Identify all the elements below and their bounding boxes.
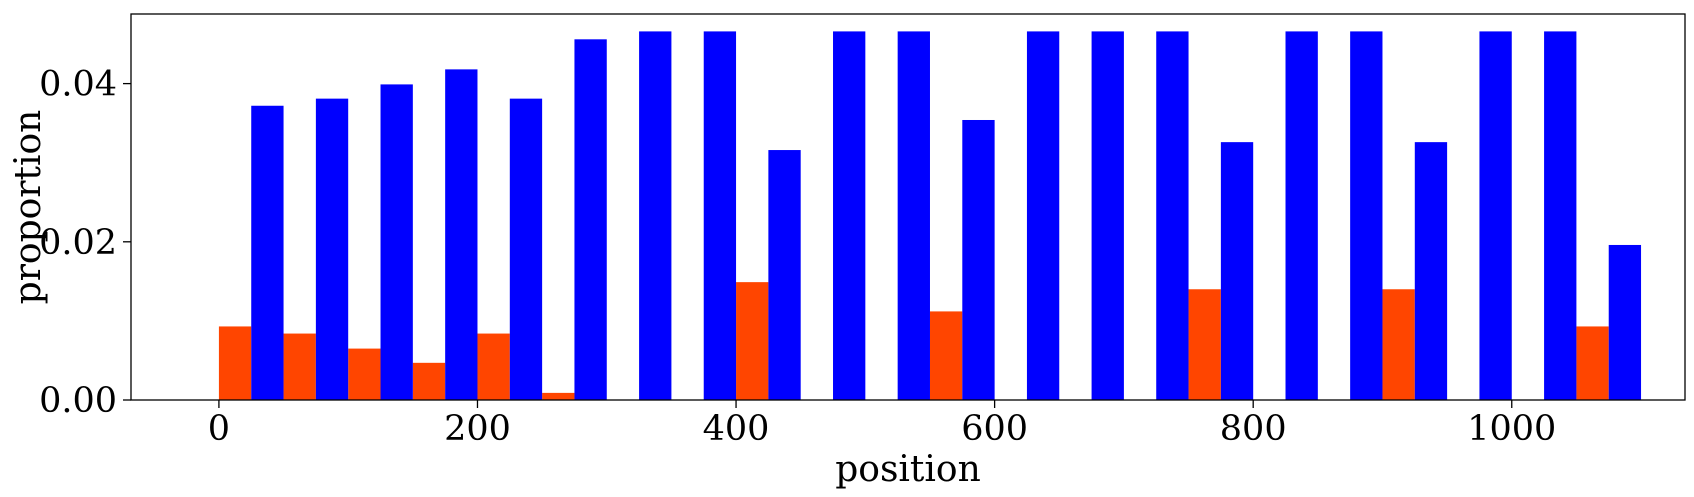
x-tick-label: 0 [208,409,230,449]
y-tick-label: 0.04 [39,65,117,105]
bar-series-1-x-400 [736,282,769,400]
bar-series-2-x-1075 [1608,244,1642,400]
bar-series-1-x-750 [1188,289,1221,400]
bar-series-1-x-900 [1382,289,1415,400]
bar-series-1-x-100 [348,348,381,400]
bar-series-2-x-725 [1156,31,1189,400]
y-axis-ticks: 0.00 0.02 0.04 [39,65,131,421]
bar-series-2-x-975 [1479,31,1512,400]
bars-layer [218,31,1642,401]
x-tick-label: 1000 [1467,409,1556,449]
bar-series-2-x-25 [251,105,284,401]
bar-series-2-x-925 [1414,142,1448,400]
bar-series-1-x-1050 [1576,326,1609,400]
bar-series-2-x-425 [768,150,801,400]
bar-series-1-x-150 [412,362,446,400]
x-tick-label: 200 [444,409,511,449]
y-tick-label: 0.00 [39,381,117,421]
bar-series-2-x-175 [445,69,478,401]
bar-series-2-x-475 [833,31,866,400]
y-axis-label: proportion [8,110,49,305]
bar-series-2-x-275 [574,39,607,401]
bar-series-2-x-675 [1091,31,1124,400]
x-tick-label: 800 [1220,409,1287,449]
bar-series-2-x-125 [380,84,413,401]
bar-series-2-x-75 [315,98,349,400]
bar-series-1-x-250 [542,392,575,400]
bar-series-2-x-625 [1026,31,1060,400]
bar-series-2-x-775 [1220,142,1254,400]
bar-series-1-x-200 [477,333,510,400]
x-axis-ticks: 0 200 400 600 800 1000 [208,400,1556,449]
bar-series-1-x-0 [218,326,252,400]
bar-series-2-x-375 [703,31,737,400]
bar-series-2-x-825 [1285,31,1318,400]
bar-series-2-x-575 [962,119,995,400]
bar-series-2-x-1025 [1544,31,1577,400]
bar-series-2-x-225 [509,98,543,400]
y-tick-label: 0.02 [39,223,117,263]
bar-series-2-x-525 [897,31,930,400]
bar-series-2-x-875 [1350,31,1383,400]
x-tick-label: 600 [961,409,1028,449]
x-axis-label: position [835,449,981,490]
bar-series-2-x-325 [639,31,672,400]
x-tick-label: 400 [703,409,770,449]
bar-series-1-x-50 [283,333,316,400]
plot-frame [130,13,1686,401]
bar-series-1-x-550 [929,311,963,400]
